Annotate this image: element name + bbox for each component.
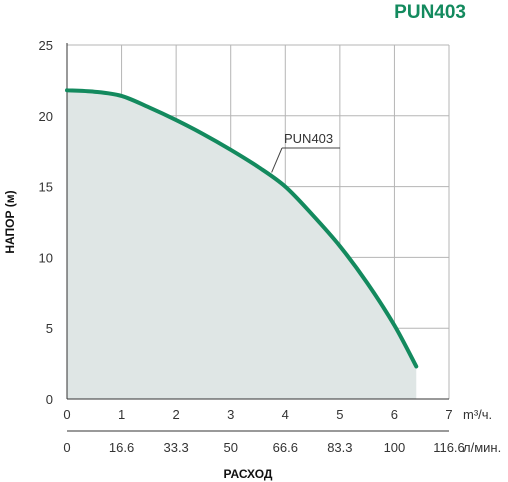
x-tick-label-primary: 1: [118, 407, 125, 422]
x-tick-label-secondary: 16.6: [109, 440, 134, 455]
x-tick-label-primary: 6: [391, 407, 398, 422]
y-tick-labels: 0 5 10 15 20 25: [39, 38, 53, 407]
x-tick-label-secondary: 100: [384, 440, 406, 455]
x-tick-label-secondary: 116.6: [433, 440, 465, 455]
x-axis-label: РАСХОД: [224, 467, 273, 481]
x-tick-labels-secondary: 0 16.6 33.3 50 66.6 83.3 100 116.6: [63, 440, 464, 455]
x-tick-label-primary: 2: [173, 407, 180, 422]
axes: [66, 43, 449, 432]
y-tick-label: 25: [39, 38, 53, 53]
x-tick-label-primary: 0: [63, 407, 70, 422]
x-tick-label-secondary: 66.6: [273, 440, 298, 455]
y-tick-label: 20: [39, 109, 53, 124]
y-axis-label: НАПОР (м): [3, 190, 17, 253]
series-label-pun403: PUN403: [284, 131, 333, 146]
x-tick-label-secondary: 83.3: [327, 440, 352, 455]
y-tick-label: 0: [46, 392, 53, 407]
x-unit-secondary: л/мин.: [463, 440, 501, 455]
x-unit-primary: m³/ч.: [463, 407, 492, 422]
x-tick-label-secondary: 33.3: [163, 440, 188, 455]
series-line-pun403: [65, 88, 419, 369]
y-tick-label: 15: [39, 180, 53, 195]
x-tick-label-primary: 5: [336, 407, 343, 422]
curve-area-fill: [67, 90, 417, 399]
annotation-leader: [271, 147, 283, 173]
chart-title: PUN403: [394, 2, 466, 23]
x-tick-label-primary: 4: [282, 407, 289, 422]
x-tick-label-primary: 3: [227, 407, 234, 422]
x-tick-label-secondary: 0: [63, 440, 70, 455]
y-tick-label: 10: [39, 250, 53, 265]
x-tick-labels-primary: 0 1 2 3 4 5 6 7: [63, 407, 452, 422]
y-tick-label: 5: [46, 321, 53, 336]
x-tick-label-secondary: 50: [223, 440, 237, 455]
x-tick-label-primary: 7: [445, 407, 452, 422]
